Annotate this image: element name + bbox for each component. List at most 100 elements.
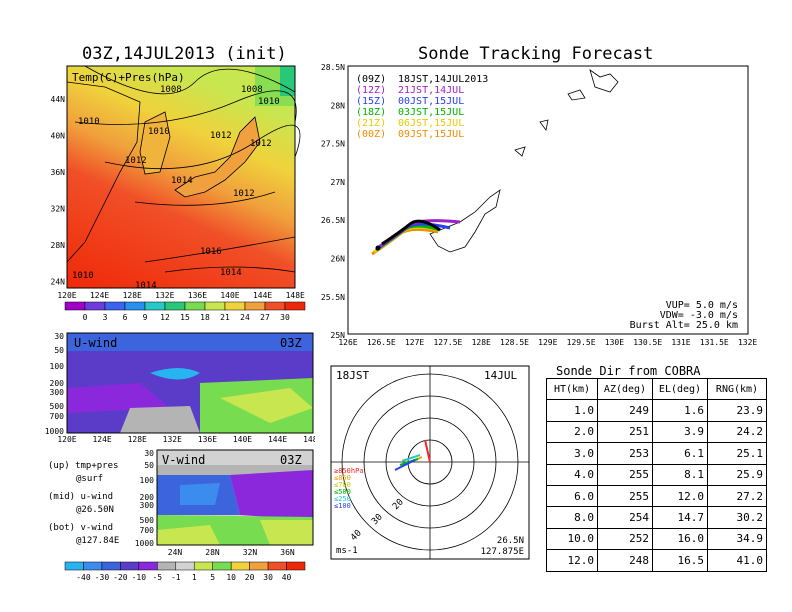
wind-colorbar-swatch	[83, 561, 103, 571]
vwind-time: 03Z	[280, 453, 302, 467]
isobar-label: 1008	[241, 85, 263, 95]
burst-text: Burst Alt= 25.0 km	[630, 320, 738, 331]
wind-colorbar-label: 30	[263, 573, 273, 582]
track-legend-time: 21JST,14JUL	[398, 85, 464, 96]
vwind-pressure-tick: 50	[144, 461, 154, 470]
uwind-pressure-tick: 1000	[45, 427, 64, 436]
table-cell: 6.1	[652, 442, 708, 465]
table-cell: 3.9	[652, 420, 708, 444]
track-lon-ticks: 126E 126.5E 127E 127.5E 128E 128.5E 129E 129.5E…	[338, 338, 757, 347]
table-cell: 1.6	[652, 399, 708, 422]
vwind-lat-tick: 24N	[168, 548, 183, 557]
wind-colorbar-label: 40	[282, 573, 292, 582]
map-lon-tick: 136E	[188, 291, 207, 300]
vup-text: VUP= 5.0 m/s	[666, 300, 738, 311]
table-header: EL(deg)	[652, 377, 708, 401]
uwind-lon-tick: 120E	[57, 435, 76, 444]
table-cell: 24.2	[707, 420, 767, 444]
temp-colorbar-label: 21	[220, 313, 230, 322]
table-cell: 34.9	[707, 527, 767, 551]
level-legend-item: ≤500	[334, 488, 351, 496]
track-lon-tick: 131E	[671, 338, 690, 347]
lat-ticks: 44N 40N 36N 32N 28N 24N	[51, 95, 66, 287]
wind-colorbar-label: -1	[171, 573, 181, 582]
uwind-lon-tick: 128E	[128, 435, 147, 444]
table-cell: 249	[597, 399, 653, 422]
isobar-label: 1008	[160, 85, 182, 95]
level-legend-item: ≤850	[334, 474, 351, 482]
wind-colorbar-swatch	[157, 561, 177, 571]
land-japan	[174, 116, 261, 198]
track-title: Sonde Tracking Forecast	[418, 44, 654, 64]
table-cell: 16.5	[652, 549, 708, 572]
table-cell: 248	[597, 549, 653, 572]
track-legend-time: 18JST,14JUL2013	[398, 74, 488, 85]
wind-colorbar-swatch	[230, 561, 250, 571]
track-lon-tick: 126E	[338, 338, 357, 347]
table-cell: 27.2	[707, 484, 767, 508]
table-cell: 23.9	[707, 399, 767, 422]
wind-colorbar-swatch	[193, 561, 213, 571]
island-tokuno	[539, 119, 549, 131]
table-cell: 1.0	[546, 399, 598, 422]
track-legend-code: (09Z)	[356, 74, 386, 85]
track-lines	[371, 219, 461, 256]
track-legend-time: 06JST,15JUL	[398, 118, 464, 129]
table-cell: 6.0	[546, 484, 598, 508]
temp-colorbar-label: 9	[143, 313, 148, 322]
temp-colorbar-swatch	[64, 301, 86, 311]
track-lat-tick: 26.5N	[321, 216, 345, 225]
map-lon-tick: 140E	[220, 291, 239, 300]
wind-colorbar-swatch	[286, 561, 306, 571]
track-legend-time: 03JST,15JUL	[398, 107, 464, 118]
isobar-label: 1010	[72, 271, 94, 281]
sonde-dir-table: HT(km) AZ(deg) EL(deg) RNG(km) 1.0 249 1.6 23.9…	[546, 377, 767, 572]
track-lat-tick: 25.5N	[321, 293, 345, 302]
table-cell: 253	[597, 442, 653, 465]
cobra-site	[375, 245, 381, 251]
wind-colorbar: -40 -30 -20 -10 -5 -1 1 5 10 20 30 40	[64, 561, 306, 582]
island-kikai	[567, 89, 586, 101]
temp-colorbar-swatch	[144, 301, 166, 311]
table-header: AZ(deg)	[597, 377, 653, 401]
table-row: 3.0 253 6.1 25.1	[546, 442, 767, 465]
polar-time-left: 18JST	[336, 369, 369, 382]
legend-up-level: @surf	[76, 473, 104, 484]
init-title: 03Z,14JUL2013 (init)	[82, 44, 287, 64]
table-cell: 4.0	[546, 463, 598, 486]
map-lat-tick: 32N	[51, 205, 66, 214]
table-cell: 254	[597, 506, 653, 529]
track-lon-tick: 130.5E	[633, 338, 662, 347]
table-row: 4.0 255 8.1 25.9	[546, 463, 767, 486]
isobar-label: 1010	[78, 117, 100, 127]
track-lat-tick: 26N	[331, 255, 346, 264]
track-legend-code: (15Z)	[356, 96, 386, 107]
temp-colorbar-swatch	[104, 301, 126, 311]
temp-colorbar-swatch	[124, 301, 146, 311]
map-lat-tick: 36N	[51, 168, 66, 177]
track-legend: (09Z) 18JST,14JUL2013 (12Z) 21JST,14JUL (15Z…	[356, 74, 488, 140]
table-row: 8.0 254 14.7 30.2	[546, 506, 767, 529]
legend-bot: (bot) v-wind	[48, 523, 114, 533]
track-lat-ticks: 28.5N 28N 27.5N 27N 26.5N 26N 25.5N 25N	[321, 63, 345, 340]
vwind-pressure-tick: 700	[140, 526, 155, 535]
legend-mid-level: @26.50N	[76, 504, 114, 515]
table-cell: 2.0	[546, 420, 598, 444]
temp-colorbar-swatch	[164, 301, 186, 311]
track-legend-code: (00Z)	[356, 129, 386, 140]
uwind-pressure-tick: 700	[50, 412, 65, 421]
map-label: Temp(C)+Pres(hPa)	[72, 71, 185, 84]
wind-colorbar-label: -20	[113, 573, 128, 582]
uwind-pressure-tick: 50	[54, 346, 64, 355]
vwind-pressure-tick: 300	[140, 501, 155, 510]
map-frame	[66, 65, 296, 289]
map-lon-tick: 120E	[57, 291, 76, 300]
isobar-label: 1012	[233, 189, 255, 199]
level-legend-item: ≥850hPa	[334, 467, 364, 475]
track-lon-tick: 130E	[605, 338, 624, 347]
map-lat-tick: 40N	[51, 132, 66, 141]
cool-sea-zone-2	[280, 66, 295, 96]
temp-colorbar: 0 3 6 9 12 15 18 21 24 27 30	[64, 301, 306, 322]
track-legend-time: 09JST,15JUL	[398, 129, 464, 140]
